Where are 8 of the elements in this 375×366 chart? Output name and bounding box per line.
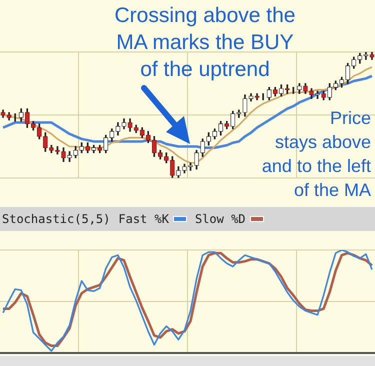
candlestick [55,146,60,154]
annotation: Price stays above and to the left of the MA [262,107,371,202]
chart-title: Stochastic(5,5) [2,212,110,226]
candlestick [67,151,72,162]
legend-label: Slow %D [194,212,246,226]
candlestick [188,162,193,171]
annotation: Crossing above the MA marks the BUY of the uptrend [114,3,296,83]
legend-label: Fast %K [118,212,169,226]
